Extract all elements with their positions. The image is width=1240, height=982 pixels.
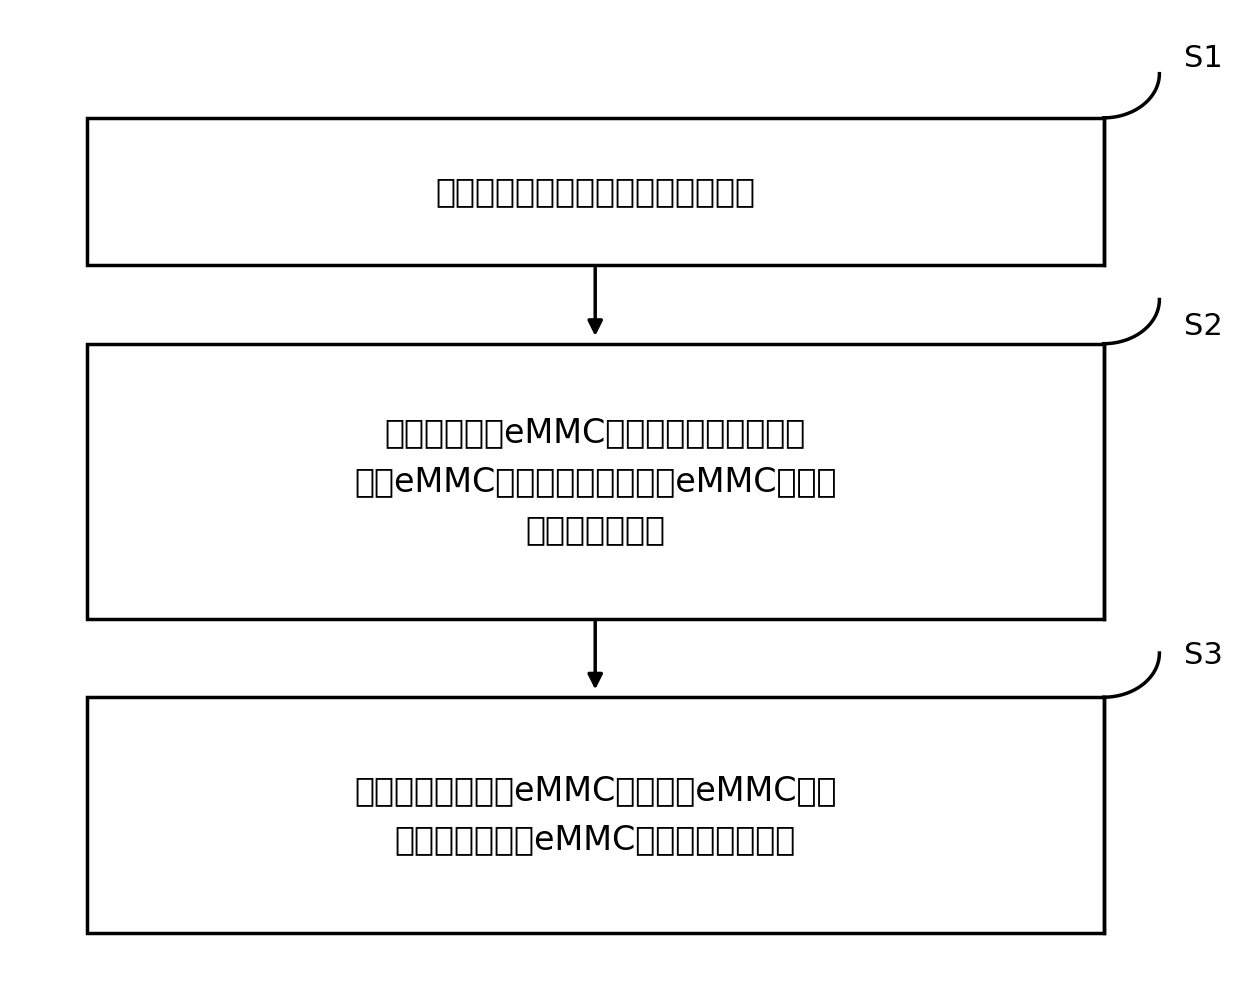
- Text: S3: S3: [1184, 641, 1223, 671]
- Text: 上位机根据已写入eMMC数据量和eMMC剩余
可用容量，进行eMMC芯片寿命性能判断: 上位机根据已写入eMMC数据量和eMMC剩余 可用容量，进行eMMC芯片寿命性能…: [353, 774, 837, 856]
- Text: S2: S2: [1184, 311, 1223, 341]
- Bar: [87, 344, 1104, 619]
- Bar: [87, 697, 1104, 933]
- Text: 上位机发送写入文件和指令至下位机: 上位机发送写入文件和指令至下位机: [435, 175, 755, 208]
- Text: 下位机连续向eMMC写入写入文件，上传已
写入eMMC数据量、写入速度和eMMC剩余可
用容量至上位机: 下位机连续向eMMC写入写入文件，上传已 写入eMMC数据量、写入速度和eMMC…: [353, 416, 837, 546]
- Bar: [87, 118, 1104, 265]
- Text: S1: S1: [1184, 44, 1223, 74]
